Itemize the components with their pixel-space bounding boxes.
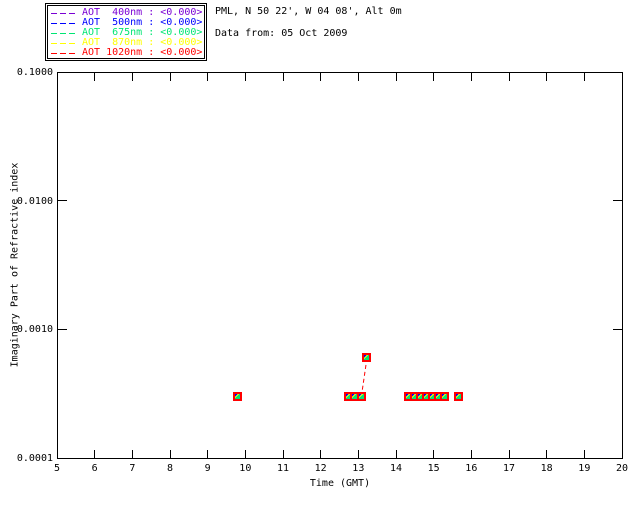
plot-header: PML, N 50 22', W 04 08', Alt 0m Data fro… — [215, 6, 402, 50]
legend-label-400nm: AOT 400nm : <0.000> — [82, 7, 203, 18]
legend-item-870nm: AOT 870nm : <0.000> — [51, 38, 204, 48]
data-point-marker — [453, 392, 463, 402]
x-axis-tick — [583, 450, 585, 458]
x-tick-label: 7 — [129, 463, 136, 474]
x-tick-label: 18 — [540, 463, 553, 474]
x-tick-label: 15 — [427, 463, 440, 474]
x-tick-label: 9 — [204, 463, 211, 474]
series-connector-line — [360, 357, 368, 397]
x-axis-tick — [244, 73, 246, 81]
x-axis-tick — [94, 450, 96, 458]
y-axis-tick — [613, 328, 622, 330]
legend-item-675nm: AOT 675nm : <0.000> — [51, 28, 204, 38]
x-axis-tick — [357, 450, 359, 458]
x-axis-tick — [282, 73, 284, 81]
legend-item-500nm: AOT 500nm : <0.000> — [51, 18, 204, 28]
legend-dash-line-1020nm — [51, 52, 78, 54]
x-axis-tick — [621, 73, 623, 81]
y-axis-tick — [58, 328, 67, 330]
legend-box: AOT 400nm : <0.000> AOT 500nm : <0.000> … — [45, 3, 207, 61]
x-tick-label: 8 — [166, 463, 174, 474]
y-axis-tick — [613, 200, 622, 202]
legend-label-500nm: AOT 500nm : <0.000> — [82, 17, 203, 28]
x-axis-tick — [395, 450, 397, 458]
legend-dash-line-400nm — [51, 12, 78, 14]
x-axis-tick — [508, 73, 510, 81]
x-axis-tick — [395, 73, 397, 81]
x-axis-tick — [131, 450, 133, 458]
y-tick-label: 0.1000 — [16, 67, 53, 78]
x-tick-label: 14 — [389, 463, 403, 474]
x-axis-tick — [94, 73, 96, 81]
x-axis-tick — [282, 450, 284, 458]
legend-dash-line-675nm — [51, 32, 78, 34]
x-tick-label: 11 — [276, 463, 290, 474]
x-axis-tick — [56, 73, 58, 81]
x-tick-label: 17 — [502, 463, 516, 474]
x-axis-tick — [56, 450, 58, 458]
x-axis-tick — [508, 450, 510, 458]
legend-label-870nm: AOT 870nm : <0.000> — [82, 37, 203, 48]
x-axis-tick — [169, 73, 171, 81]
data-point-marker — [356, 392, 366, 402]
x-axis-tick — [621, 450, 623, 458]
legend-label-675nm: AOT 675nm : <0.000> — [82, 27, 203, 38]
x-axis-tick — [433, 73, 435, 81]
x-axis-tick — [583, 73, 585, 81]
site-info-text: PML, N 50 22', W 04 08', Alt 0m — [215, 6, 402, 17]
legend-item-400nm: AOT 400nm : <0.000> — [51, 8, 204, 18]
legend-dash-line-500nm — [51, 22, 78, 24]
x-tick-label: 20 — [615, 463, 629, 474]
date-info-text: Data from: 05 Oct 2009 — [215, 28, 348, 39]
legend-item-1020nm: AOT 1020nm : <0.000> — [51, 48, 204, 58]
x-axis-tick — [320, 450, 322, 458]
x-tick-label: 6 — [91, 463, 98, 474]
data-point-marker — [232, 392, 242, 402]
y-tick-label: 0.0100 — [16, 195, 53, 207]
y-axis-tick — [613, 457, 622, 459]
y-axis-tick — [613, 71, 622, 73]
x-tick-label: 19 — [578, 463, 591, 474]
x-tick-label: 5 — [53, 463, 61, 474]
y-axis-tick — [58, 200, 67, 202]
data-point-marker — [440, 392, 450, 402]
plot-area — [57, 72, 623, 459]
x-tick-label: 13 — [352, 463, 365, 474]
legend-dash-line-870nm — [51, 42, 78, 44]
x-tick-label: 16 — [465, 463, 478, 474]
x-axis-tick — [546, 73, 548, 81]
y-tick-label: 0.0010 — [16, 324, 53, 336]
legend-label-1020nm: AOT 1020nm : <0.000> — [82, 47, 203, 58]
data-point-marker — [362, 353, 372, 363]
y-axis-title: Imaginary Part of Refractive index — [9, 162, 21, 368]
x-axis-tick — [470, 73, 472, 81]
x-tick-label: 12 — [314, 463, 327, 474]
y-axis-tick — [58, 457, 67, 459]
x-axis-tick — [169, 450, 171, 458]
x-axis-tick — [207, 450, 209, 458]
x-axis-tick — [546, 450, 548, 458]
x-tick-label: 10 — [239, 463, 252, 474]
x-axis-title: Time (GMT) — [309, 478, 371, 489]
x-axis-tick — [131, 73, 133, 81]
y-tick-label: 0.0001 — [16, 453, 53, 464]
x-axis-tick — [470, 450, 472, 458]
x-axis-tick — [244, 450, 246, 458]
x-axis-tick — [357, 73, 359, 81]
x-axis-tick — [207, 73, 209, 81]
x-axis-tick — [320, 73, 322, 81]
x-axis-tick — [433, 450, 435, 458]
y-axis-tick — [58, 71, 67, 73]
